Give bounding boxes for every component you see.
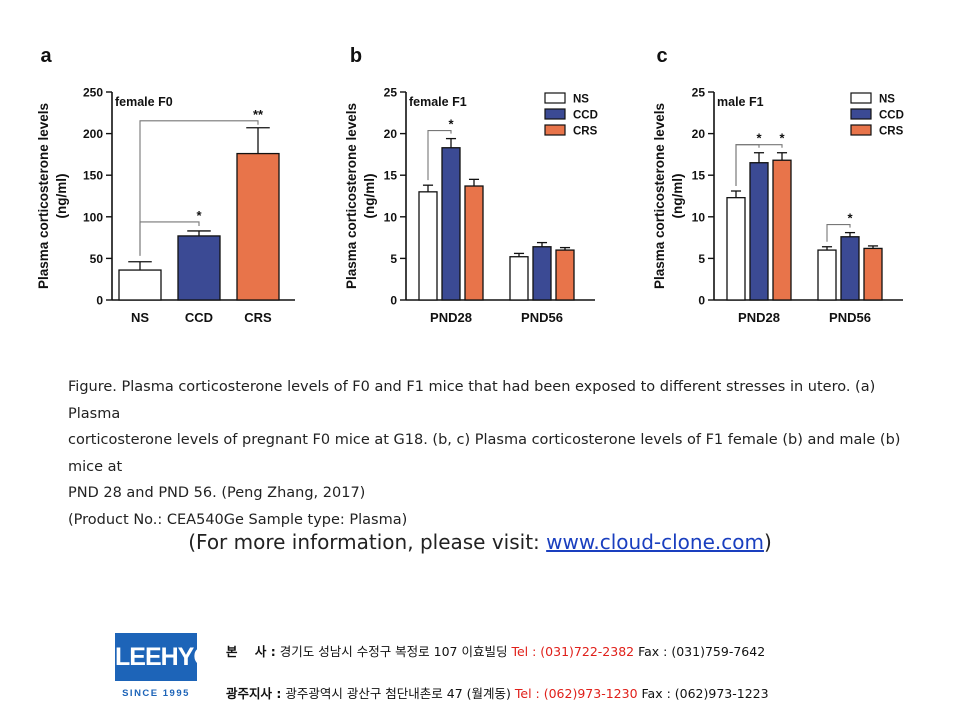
caption-line: PND 28 and PND 56. (Peng Zhang, 2017) bbox=[68, 485, 366, 501]
visit-prefix: (For more information, please visit: bbox=[188, 530, 547, 554]
legend-swatch bbox=[544, 124, 566, 136]
y-axis-label-units: (ng/ml) bbox=[362, 174, 377, 219]
y-tick-label: 10 bbox=[692, 210, 706, 224]
y-tick-label: 0 bbox=[390, 294, 397, 308]
y-tick-label: 200 bbox=[83, 127, 103, 141]
significance-mark: * bbox=[847, 211, 853, 226]
bar bbox=[118, 269, 162, 301]
bar bbox=[177, 235, 221, 301]
bar bbox=[863, 247, 883, 301]
y-tick-label: 20 bbox=[692, 127, 706, 141]
legend-swatch bbox=[850, 124, 872, 136]
y-tick-label: 15 bbox=[692, 169, 706, 183]
x-tick-label: PND28 bbox=[430, 310, 472, 325]
significance-mark: * bbox=[196, 208, 202, 223]
legend-label: NS bbox=[879, 94, 895, 106]
significance-mark: * bbox=[448, 117, 454, 132]
significance-bracket bbox=[427, 130, 452, 181]
y-axis-label-units: (ng/ml) bbox=[670, 174, 685, 219]
logo-wordmark: LEEHYO bbox=[115, 633, 213, 681]
y-tick-label: 0 bbox=[698, 294, 705, 308]
x-tick-label: CCD bbox=[185, 310, 213, 325]
x-tick-label: PND56 bbox=[829, 310, 871, 325]
x-tick-label: PND28 bbox=[738, 310, 780, 325]
x-tick-label: NS bbox=[131, 310, 149, 325]
y-tick-label: 0 bbox=[96, 294, 103, 308]
significance-bracket bbox=[735, 144, 783, 187]
visit-suffix: ) bbox=[763, 530, 772, 554]
y-axis-label: Plasma corticosterone levels bbox=[36, 103, 51, 289]
legend-swatch bbox=[544, 108, 566, 120]
branch-tel: Tel : (062)973-1230 bbox=[514, 686, 638, 701]
y-tick-label: 20 bbox=[384, 127, 398, 141]
bar bbox=[555, 249, 575, 301]
y-tick-label: 5 bbox=[390, 252, 397, 266]
y-axis-label: Plasma corticosterone levels bbox=[652, 103, 667, 289]
y-tick-label: 150 bbox=[83, 169, 103, 183]
bar bbox=[464, 185, 484, 301]
bar bbox=[772, 159, 792, 301]
y-axis-label: Plasma corticosterone levels bbox=[344, 103, 359, 289]
legend-label: CCD bbox=[573, 110, 598, 122]
branch-address-line: 광주지사 : 광주광역시 광산구 첨단내촌로 47 (월계동) Tel : (0… bbox=[226, 683, 769, 702]
panel-inner-title: male F1 bbox=[717, 95, 764, 109]
legend-swatch bbox=[850, 92, 872, 104]
legend-label: CRS bbox=[573, 126, 598, 138]
branch-fax: Fax : (062)973-1223 bbox=[641, 686, 769, 701]
y-tick-label: 50 bbox=[90, 252, 104, 266]
caption-line: corticosterone levels of pregnant F0 mic… bbox=[68, 432, 901, 475]
hq-address: 경기도 성남시 수정구 복정로 107 이효빌딩 bbox=[279, 644, 508, 659]
bar bbox=[817, 249, 837, 301]
legend-label: CCD bbox=[879, 110, 904, 122]
bar bbox=[441, 147, 461, 301]
x-tick-label: PND56 bbox=[521, 310, 563, 325]
caption-line: Figure. Plasma corticosterone levels of … bbox=[68, 379, 876, 422]
bar bbox=[236, 152, 280, 301]
branch-label: 광주지사 : bbox=[226, 686, 282, 701]
y-axis-label-units: (ng/ml) bbox=[54, 174, 69, 219]
y-tick-label: 25 bbox=[692, 86, 706, 100]
legend-swatch bbox=[850, 108, 872, 120]
panel-label: b bbox=[350, 45, 362, 67]
hq-fax: Fax : (031)759-7642 bbox=[638, 644, 766, 659]
bar bbox=[418, 191, 438, 301]
branch-address: 광주광역시 광산구 첨단내촌로 47 (월계동) bbox=[285, 686, 511, 701]
bar bbox=[726, 197, 746, 301]
y-tick-label: 25 bbox=[384, 86, 398, 100]
panel-inner-title: female F0 bbox=[115, 95, 173, 109]
legend-swatch bbox=[544, 92, 566, 104]
logo-since: SINCE 1995 bbox=[122, 688, 190, 699]
y-tick-label: 5 bbox=[698, 252, 705, 266]
y-tick-label: 250 bbox=[83, 86, 103, 100]
y-tick-label: 10 bbox=[384, 210, 398, 224]
hq-label: 본 사 : bbox=[226, 644, 276, 659]
significance-mark: ** bbox=[253, 107, 264, 122]
significance-mark: * bbox=[756, 131, 762, 146]
hq-address-line: 본 사 : 경기도 성남시 수정구 복정로 107 이효빌딩 Tel : (03… bbox=[226, 641, 765, 660]
hq-tel: Tel : (031)722-2382 bbox=[511, 644, 635, 659]
y-tick-label: 15 bbox=[384, 169, 398, 183]
bar bbox=[840, 236, 860, 301]
panel-label: a bbox=[40, 45, 52, 67]
y-tick-label: 100 bbox=[83, 210, 103, 224]
x-tick-label: CRS bbox=[244, 310, 272, 325]
bar bbox=[532, 246, 552, 301]
significance-bracket bbox=[826, 224, 851, 242]
panel-inner-title: female F1 bbox=[409, 95, 467, 109]
caption-line: (Product No.: CEA540Ge Sample type: Plas… bbox=[68, 511, 408, 528]
more-info-line: (For more information, please visit: www… bbox=[0, 530, 960, 554]
website-link[interactable]: www.cloud-clone.com bbox=[546, 530, 764, 554]
significance-mark: * bbox=[779, 131, 785, 146]
legend-label: NS bbox=[573, 94, 589, 106]
bar bbox=[509, 256, 529, 301]
figure-caption: Figure. Plasma corticosterone levels of … bbox=[68, 374, 928, 533]
company-logo: LEEHYO SINCE 1995 bbox=[115, 633, 213, 701]
bar bbox=[749, 162, 769, 301]
panel-label: c bbox=[656, 45, 667, 67]
significance-bracket bbox=[139, 120, 259, 256]
legend-label: CRS bbox=[879, 126, 904, 138]
